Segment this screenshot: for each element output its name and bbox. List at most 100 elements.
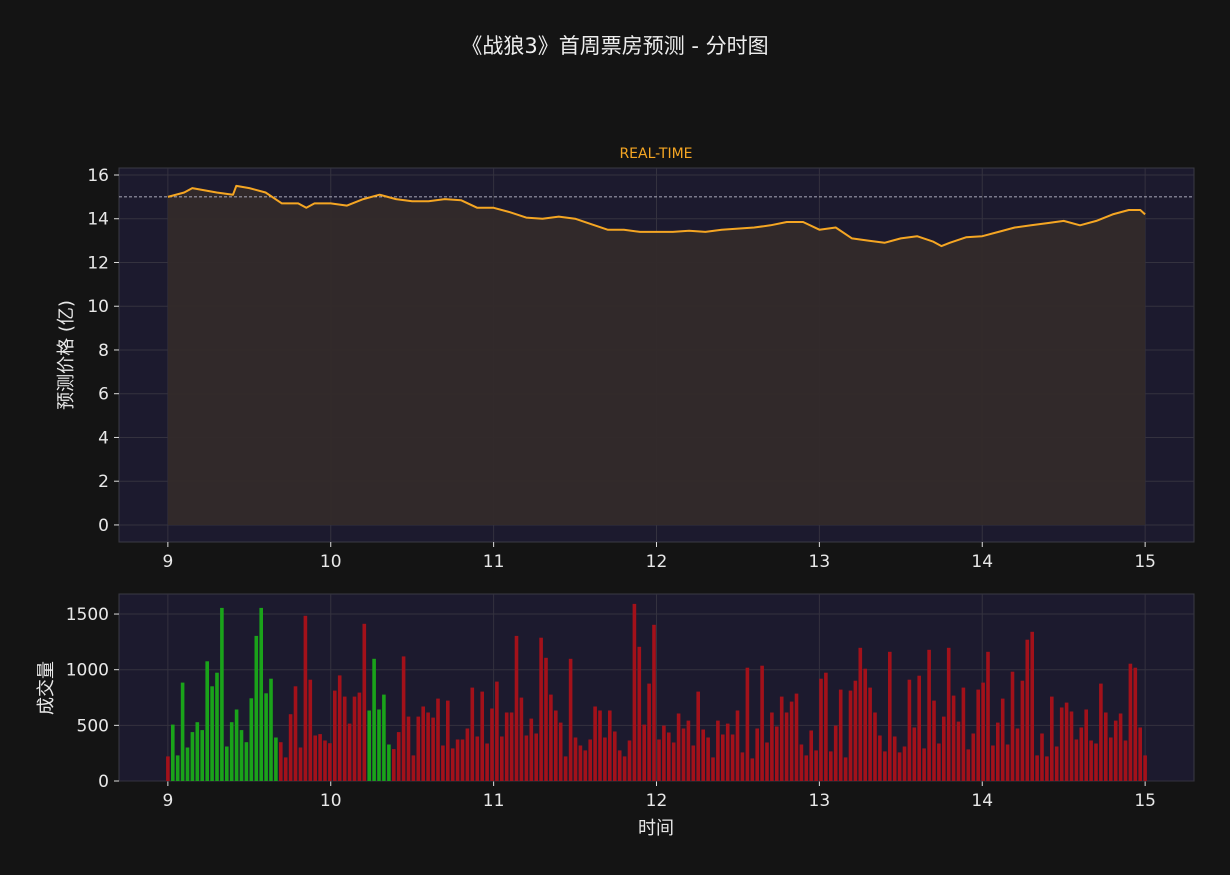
volume-bar — [234, 709, 239, 781]
volume-bar — [352, 696, 357, 781]
volume-bar — [347, 723, 352, 781]
volume-bar — [1069, 711, 1074, 781]
volume-bar — [229, 722, 234, 781]
volume-bar — [1109, 737, 1113, 781]
volume-bar — [819, 678, 823, 781]
volume-bar — [308, 679, 313, 781]
volume-bar — [1133, 667, 1138, 781]
volume-bar — [411, 755, 416, 781]
volume-bar — [765, 742, 769, 781]
volume-bar — [450, 748, 455, 781]
volume-bar — [1030, 631, 1034, 781]
y-tick-label: 10 — [87, 297, 109, 317]
volume-bar — [431, 717, 435, 781]
volume-bar — [814, 750, 818, 781]
volume-bar — [627, 740, 632, 781]
y-tick-label: 0 — [98, 772, 109, 792]
volume-bar — [1035, 755, 1039, 781]
volume-bar — [946, 647, 951, 781]
volume-bar — [711, 757, 715, 781]
volume-bar — [1000, 698, 1005, 781]
volume-bar — [740, 752, 745, 781]
volume-bar — [500, 736, 504, 781]
volume-bar — [392, 749, 396, 781]
volume-bar — [671, 742, 676, 781]
volume-bar — [210, 686, 214, 781]
volume-bar — [180, 682, 185, 781]
volume-bar — [490, 708, 494, 781]
volume-bar — [495, 681, 499, 781]
volume-bar — [578, 745, 583, 781]
volume-bar — [888, 651, 892, 781]
volume-bar — [303, 615, 308, 781]
volume-bar — [588, 739, 592, 781]
volume-bar — [333, 690, 337, 781]
volume-bar — [961, 687, 966, 781]
volume-bar — [838, 689, 843, 781]
volume-bar — [642, 724, 646, 781]
volume-bar — [480, 691, 484, 781]
y-tick-label: 2 — [98, 472, 109, 492]
volume-bar — [554, 710, 558, 781]
volume-bar — [558, 722, 563, 781]
volume-bar — [622, 756, 627, 781]
volume-bar — [401, 656, 406, 781]
volume-bar — [1089, 740, 1093, 781]
volume-bar — [848, 690, 853, 781]
volume-bar — [789, 701, 794, 781]
volume-bar — [1123, 740, 1128, 781]
x-tick-label: 10 — [320, 552, 342, 572]
volume-bar — [735, 710, 740, 781]
volume-bar — [897, 752, 902, 781]
volume-bar — [573, 737, 578, 781]
volume-bar — [632, 603, 637, 781]
volume-bar — [775, 726, 779, 781]
volume-bar — [1010, 671, 1015, 781]
volume-bar — [337, 675, 342, 781]
volume-bar — [1104, 712, 1108, 781]
volume-bar — [455, 739, 460, 781]
volume-bar — [254, 635, 259, 781]
volume-bar — [858, 647, 863, 781]
volume-bar — [598, 710, 602, 781]
volume-bar — [416, 716, 421, 781]
volume-bar — [436, 698, 440, 781]
volume-bar — [220, 607, 224, 781]
volume-bar — [986, 651, 990, 781]
y-tick-label: 12 — [87, 253, 109, 273]
volume-bar — [318, 734, 322, 781]
volume-bar — [470, 687, 475, 781]
volume-bar — [269, 678, 273, 781]
volume-bar — [185, 747, 190, 781]
volume-bar — [283, 757, 288, 781]
volume-bar — [342, 696, 347, 781]
volume-bar — [583, 750, 588, 781]
volume-bar — [843, 757, 848, 781]
volume-bar — [362, 623, 367, 781]
volume-bar — [1118, 713, 1123, 781]
volume-bar — [883, 751, 887, 781]
volume-bar — [902, 746, 907, 781]
volume-bar — [387, 744, 391, 781]
volume-bar — [1064, 702, 1069, 781]
volume-bar — [1079, 727, 1084, 781]
volume-bar — [1005, 744, 1010, 781]
volume-bar — [563, 756, 568, 781]
volume-bar — [225, 746, 229, 781]
y-tick-label: 4 — [98, 428, 109, 448]
volume-bar — [721, 734, 725, 781]
volume-bar — [549, 694, 553, 781]
volume-bar — [195, 722, 200, 781]
volume-bar — [1074, 739, 1079, 781]
volume-bar — [716, 720, 720, 781]
price-line — [167, 184, 1146, 248]
volume-bar — [534, 733, 538, 781]
x-tick-label: 11 — [483, 791, 505, 811]
volume-bar — [1113, 720, 1118, 781]
volume-bar — [873, 712, 877, 781]
volume-bar — [617, 750, 622, 781]
volume-bar — [446, 700, 450, 781]
volume-bar — [367, 710, 371, 781]
x-tick-label: 13 — [809, 791, 831, 811]
